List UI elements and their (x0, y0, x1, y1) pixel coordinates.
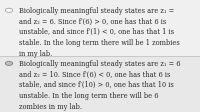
FancyBboxPatch shape (0, 56, 200, 112)
Circle shape (5, 62, 13, 66)
FancyBboxPatch shape (0, 3, 200, 56)
Text: Biologically meaningful steady states are z₁ =
and z₂ = 6. Since f′(6) > 0, one : Biologically meaningful steady states ar… (19, 7, 180, 57)
Text: Biologically meaningful steady states are z₁ = 6
and z₂ = 10. Since f′(6) < 0, o: Biologically meaningful steady states ar… (19, 59, 180, 110)
Circle shape (5, 9, 13, 13)
